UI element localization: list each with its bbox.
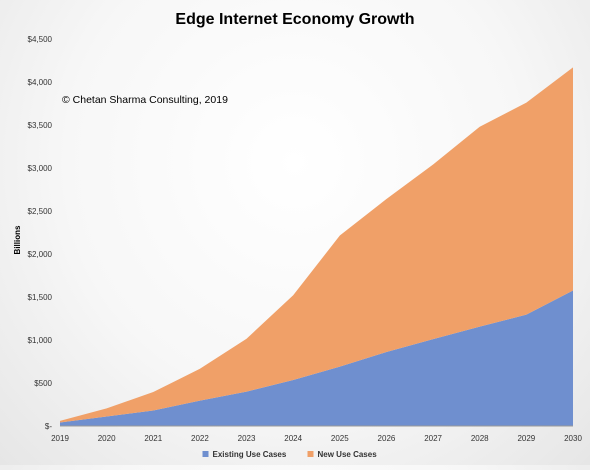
- legend-label: Existing Use Cases: [213, 450, 287, 459]
- y-tick-label: $4,000: [28, 78, 53, 87]
- y-tick-label: $500: [34, 379, 52, 388]
- x-tick-label: 2021: [144, 434, 162, 443]
- area-series-2: [60, 67, 573, 423]
- y-tick-label: $2,500: [28, 207, 53, 216]
- plot-areas: [60, 67, 573, 426]
- x-tick-label: 2030: [564, 434, 582, 443]
- area-series-1: [60, 290, 573, 426]
- chart-title: Edge Internet Economy Growth: [175, 11, 414, 28]
- legend-swatch: [307, 451, 314, 457]
- x-tick-label: 2020: [98, 434, 116, 443]
- x-tick-label: 2024: [284, 434, 302, 443]
- x-tick-label: 2025: [331, 434, 349, 443]
- y-tick-label: $2,000: [28, 250, 53, 259]
- y-axis-label: Billions: [13, 225, 22, 254]
- legend-swatch: [202, 451, 209, 457]
- x-tick-label: 2027: [424, 434, 442, 443]
- y-tick-label: $1,500: [28, 293, 53, 302]
- y-tick-label: $-: [45, 422, 52, 431]
- legend-label: New Use Cases: [318, 450, 378, 459]
- x-axis-ticks: 2019 2020 2021 2022 2023 2024 2025 2026 2027 2028…: [51, 434, 582, 443]
- x-tick-label: 2026: [378, 434, 396, 443]
- legend: Existing Use Cases New Use Cases: [202, 450, 378, 459]
- y-axis-ticks: $- $500 $1,000 $1,500 $2,000 $2,500 $3,000 $3,5…: [28, 35, 53, 431]
- copyright-annotation: © Chetan Sharma Consulting, 2019: [62, 94, 228, 106]
- x-tick-label: 2029: [517, 434, 535, 443]
- y-tick-label: $1,000: [28, 336, 53, 345]
- x-tick-label: 2019: [51, 434, 69, 443]
- y-tick-label: $4,500: [28, 35, 53, 44]
- x-tick-label: 2028: [471, 434, 489, 443]
- y-tick-label: $3,500: [28, 121, 53, 130]
- x-tick-label: 2022: [191, 434, 209, 443]
- y-tick-label: $3,000: [28, 164, 53, 173]
- x-tick-label: 2023: [238, 434, 256, 443]
